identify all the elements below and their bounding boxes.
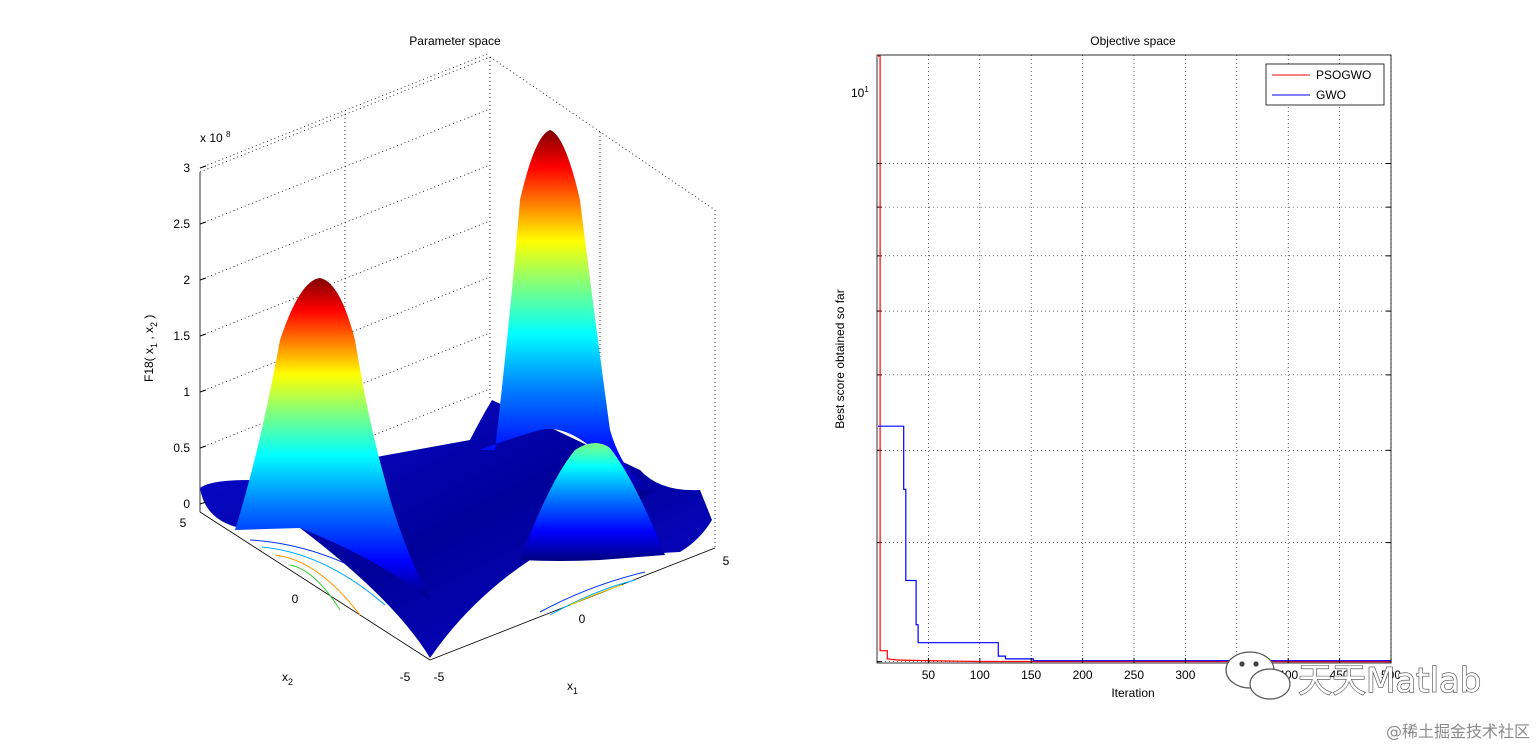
z-tick-label: 0 xyxy=(183,497,190,511)
iteration-axis-label: Iteration xyxy=(1111,686,1154,700)
z-tick-mark xyxy=(199,389,207,393)
best-score-axis-label: Best score obtained so far xyxy=(833,289,847,428)
x2-axis-label: x2 xyxy=(282,670,293,687)
x-tick-label: 200 xyxy=(1073,668,1093,682)
z-axis-label: F18( x1 , x2 ) xyxy=(142,315,159,382)
surface-peak-back-right xyxy=(480,130,655,500)
z-exponent-label: x 10 8 xyxy=(200,130,231,145)
x-tick-label: 300 xyxy=(1175,668,1195,682)
x-tick-label: 50 xyxy=(922,668,936,682)
objective-grid xyxy=(877,55,1392,663)
x-tick-label: 450 xyxy=(1330,668,1350,682)
x2-tick-label: 5 xyxy=(180,516,187,530)
watermark-brand: 天天Matlab xyxy=(1298,661,1481,701)
x1-tick-label: 0 xyxy=(579,612,586,626)
watermark-footer: @稀土掘金技术社区 xyxy=(1386,722,1530,741)
parameter-space-plot: Parameter space xyxy=(142,34,730,696)
z-tick-label: 1.5 xyxy=(173,329,190,343)
wechat-icon xyxy=(1225,651,1291,700)
surface-peak-front-right xyxy=(520,442,665,561)
series-line-gwo xyxy=(878,425,1391,662)
objective-series xyxy=(878,55,1391,663)
z-tick-mark xyxy=(199,501,207,505)
x-tick-label: 100 xyxy=(970,668,990,682)
x2-tick-label: 0 xyxy=(292,592,299,606)
x-tick-label: 150 xyxy=(1021,668,1041,682)
y-axis-line xyxy=(199,511,431,661)
z-tick-label: 0.5 xyxy=(173,441,190,455)
surface-body xyxy=(200,130,712,658)
z-tick-label: 2 xyxy=(183,273,190,287)
legend-box xyxy=(1265,63,1385,106)
objective-title: Objective space xyxy=(1090,34,1176,48)
y-tick-label-10: 101 xyxy=(851,85,869,100)
z-exponent-power: 8 xyxy=(226,130,231,139)
series-line-psogwo xyxy=(878,55,1391,663)
x2-tick-label: -5 xyxy=(400,670,411,684)
z-tick-label: 1 xyxy=(183,385,190,399)
surface-peak-left xyxy=(235,278,430,600)
legend: PSOGWO GWO xyxy=(1265,63,1385,106)
z-tick-label: 2.5 xyxy=(173,217,190,231)
objective-space-plot: Objective space 501001502002503003504004… xyxy=(833,34,1401,700)
watermark: 天天Matlab @稀土掘金技术社区 xyxy=(1225,651,1530,741)
z-tick-mark xyxy=(199,165,207,169)
z-tick-mark xyxy=(199,333,207,337)
z-exponent-base: x 10 xyxy=(200,131,223,145)
surface-title: Parameter space xyxy=(409,34,501,48)
x-tick-label: 250 xyxy=(1124,668,1144,682)
x1-tick-label: -5 xyxy=(434,670,445,684)
z-tick-label: 3 xyxy=(183,161,190,175)
x1-axis-label: x1 xyxy=(567,679,578,696)
x1-tick-label: 5 xyxy=(723,554,730,568)
x-tick-label: 500 xyxy=(1381,668,1401,682)
legend-label-psogwo: PSOGWO xyxy=(1316,68,1371,82)
legend-label-gwo: GWO xyxy=(1316,88,1346,102)
z-tick-mark xyxy=(199,277,207,281)
z-tick-mark xyxy=(199,445,207,449)
z-tick-mark xyxy=(199,221,207,225)
